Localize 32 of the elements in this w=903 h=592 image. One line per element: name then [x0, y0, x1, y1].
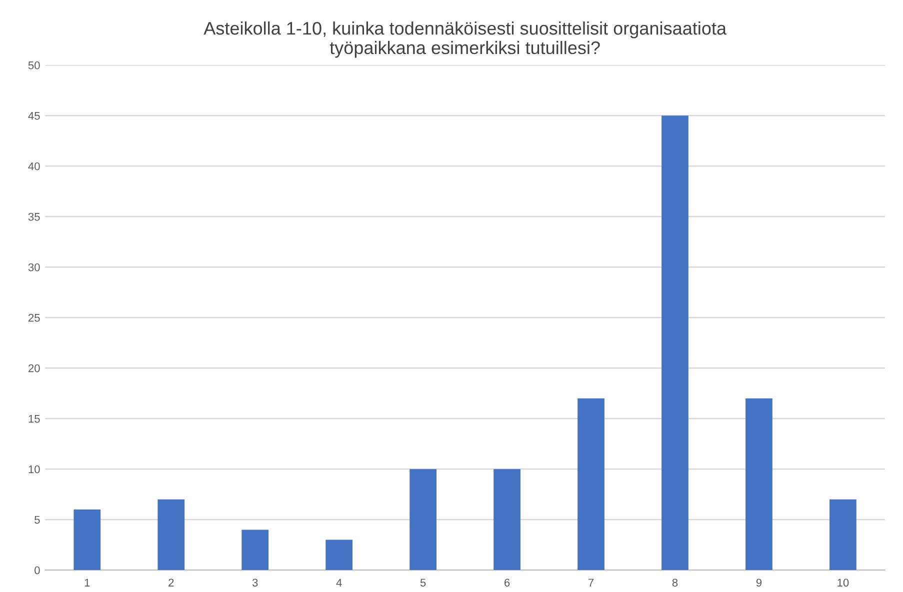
y-tick-label: 35 — [28, 212, 40, 221]
x-tick-label: 10 — [838, 578, 849, 587]
y-tick-label: 20 — [28, 364, 40, 372]
x-tick-label: 8 — [672, 578, 678, 587]
bar — [662, 116, 688, 570]
bar — [242, 530, 269, 570]
x-tick-label: 7 — [588, 578, 594, 586]
bar — [74, 510, 101, 570]
y-tick-label: 45 — [28, 112, 40, 120]
x-tick-label: 2 — [168, 578, 174, 586]
chart-title: Asteikolla 1-10, kuinka todennäköisesti suosittelisit organisaatiota työpaikkana esimerkiksi tutuillesi? — [204, 21, 727, 58]
bar — [830, 499, 856, 570]
bar — [326, 540, 353, 570]
y-tick-label: 25 — [28, 314, 40, 322]
x-tick-label: 6 — [504, 578, 510, 587]
y-tick-label: 10 — [28, 465, 40, 474]
bar — [746, 398, 772, 570]
y-tick-label: 30 — [28, 263, 40, 272]
bar — [578, 398, 604, 570]
x-tick-label: 3 — [252, 578, 258, 587]
bar — [494, 469, 520, 570]
y-tick-label: 15 — [28, 414, 40, 423]
x-tick-label: 5 — [420, 578, 426, 587]
y-tick-label: 40 — [28, 162, 40, 170]
x-tick-label: 4 — [336, 578, 342, 586]
y-tick-label: 50 — [28, 61, 40, 70]
x-tick-label: 9 — [756, 578, 762, 587]
x-tick-label: 1 — [84, 578, 90, 586]
y-tick-label: 5 — [34, 516, 40, 524]
bar — [158, 499, 185, 570]
bar — [410, 469, 436, 570]
y-tick-label: 0 — [34, 566, 40, 574]
